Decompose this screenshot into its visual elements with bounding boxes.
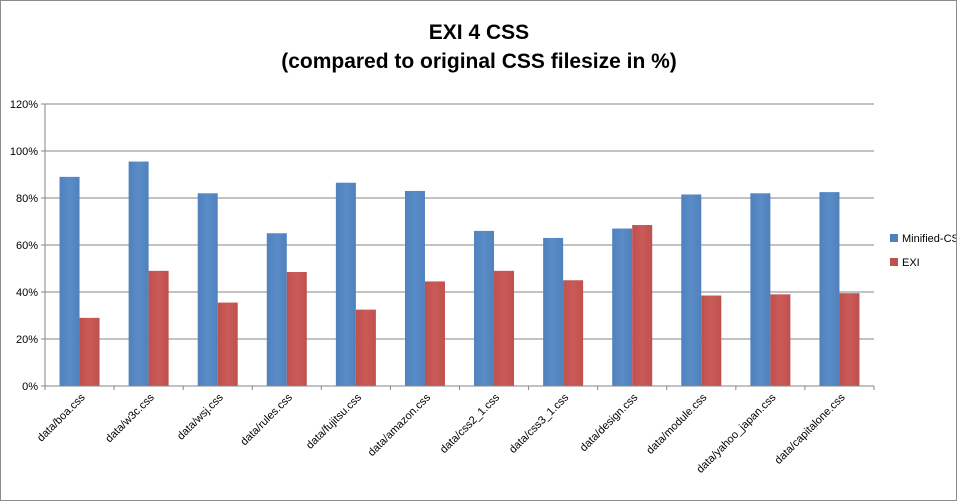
bar-minified-css [750, 193, 771, 386]
bar-exi [286, 272, 307, 386]
y-tick-labels: 0% 20% 40% 60% 80% 100% 120% [10, 99, 38, 393]
bar-minified-css [543, 237, 564, 386]
bar-minified-css [404, 190, 425, 386]
bar-exi [632, 225, 653, 386]
x-tick-label: data/yahoo_japan.css [694, 391, 779, 476]
bars [59, 161, 860, 386]
x-tick-label: data/css3_1.css [507, 391, 572, 456]
bar-minified-css [612, 228, 633, 386]
x-tick-label: data/design.css [578, 391, 641, 454]
bar-exi [494, 270, 515, 386]
bar-exi [79, 317, 100, 386]
legend-label: Minified-CSS [902, 233, 956, 245]
bar-exi [424, 281, 445, 386]
y-tick-label: 60% [16, 240, 38, 252]
y-tick-label: 100% [10, 146, 38, 158]
bar-minified-css [474, 230, 495, 386]
y-tick-label: 120% [10, 99, 38, 111]
x-tick-label: data/wsj.css [175, 391, 226, 442]
bar-exi [701, 295, 722, 386]
bar-minified-css [266, 233, 287, 386]
x-tick-label: data/amazon.css [366, 391, 434, 459]
bar-minified-css [681, 194, 702, 386]
y-tick-label: 80% [16, 193, 38, 205]
chart-title: EXI 4 CSS [429, 21, 529, 44]
bar-minified-css [128, 161, 149, 386]
bar-minified-css [335, 182, 356, 386]
y-tick-label: 40% [16, 287, 38, 299]
x-tick-label: data/boa.css [35, 391, 88, 444]
x-tick-labels: data/boa.css data/w3c.css data/wsj.css data… [35, 391, 848, 476]
x-tick-label: data/rules.css [238, 391, 295, 448]
bar-exi [217, 302, 238, 386]
bar-exi [839, 293, 860, 386]
bar-exi [563, 280, 584, 386]
bar-exi [148, 270, 169, 386]
chart-subtitle: (compared to original CSS filesize in %) [281, 50, 677, 73]
legend: Minified-CSS EXI [890, 233, 956, 269]
x-tick-label: data/css2_1.css [438, 391, 503, 456]
y-tick-label: 0% [22, 381, 38, 393]
legend-label: EXI [902, 257, 920, 269]
x-tick-label: data/capitalone.css [773, 391, 848, 466]
x-tick-label: data/fujitsu.css [304, 391, 364, 451]
legend-swatch [890, 234, 898, 242]
x-tick-label: data/w3c.css [103, 391, 157, 445]
bar-minified-css [197, 193, 218, 386]
y-tick-label: 20% [16, 334, 38, 346]
bar-minified-css [819, 192, 840, 386]
bar-exi [770, 294, 791, 386]
axes [44, 104, 875, 390]
legend-swatch [890, 258, 898, 266]
bar-minified-css [59, 176, 80, 386]
x-tick-label: data/module.css [644, 391, 709, 456]
gridlines [41, 103, 874, 387]
bar-exi [355, 309, 376, 386]
